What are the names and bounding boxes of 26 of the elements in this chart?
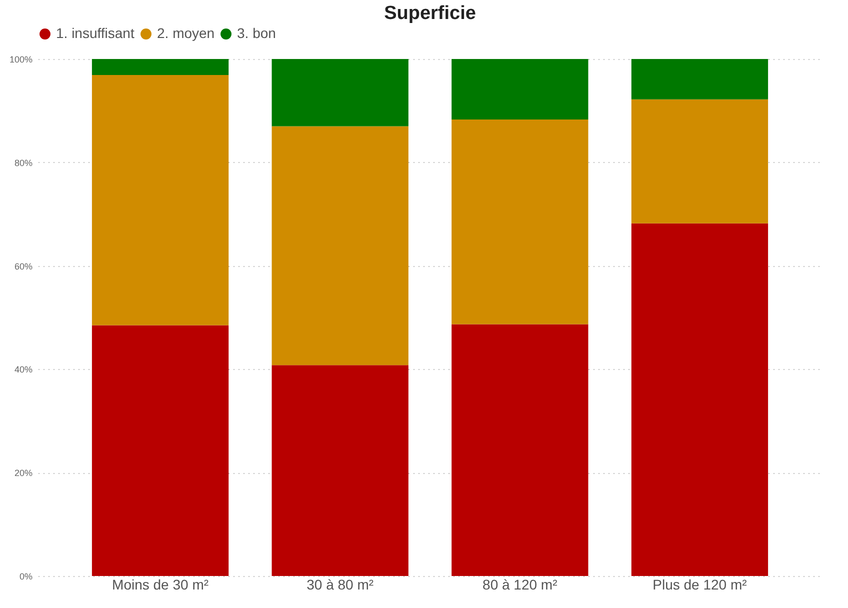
x-tick-label: 30 à 80 m²: [306, 576, 374, 592]
bar: [631, 223, 768, 576]
x-tick-label: Plus de 120 m²: [652, 576, 748, 592]
bar: [92, 75, 229, 326]
bar: [631, 59, 768, 100]
bar: [631, 99, 768, 224]
y-tick-label: 60%: [14, 261, 32, 272]
bar: [452, 59, 588, 120]
bar: [92, 59, 229, 76]
y-tick-label: 40%: [14, 364, 32, 375]
y-tick-label: 80%: [14, 158, 32, 168]
legend-label: 2. moyen: [157, 25, 215, 41]
bar: [452, 119, 588, 324]
y-tick-label: 100%: [9, 54, 32, 64]
legend-label: 1. insuffisant: [56, 25, 134, 41]
x-tick-label: Moins de 30 m²: [112, 576, 209, 592]
chart-title: Superficie: [384, 3, 476, 24]
y-tick-label: 20%: [14, 468, 32, 478]
legend-label: 3. bon: [237, 25, 276, 41]
bar: [452, 324, 588, 576]
bar: [272, 365, 408, 576]
x-tick-label: 80 à 120 m²: [482, 576, 558, 592]
bar: [272, 59, 408, 126]
bar: [92, 325, 229, 576]
y-tick-label: 0%: [19, 572, 32, 582]
bar: [272, 126, 408, 366]
